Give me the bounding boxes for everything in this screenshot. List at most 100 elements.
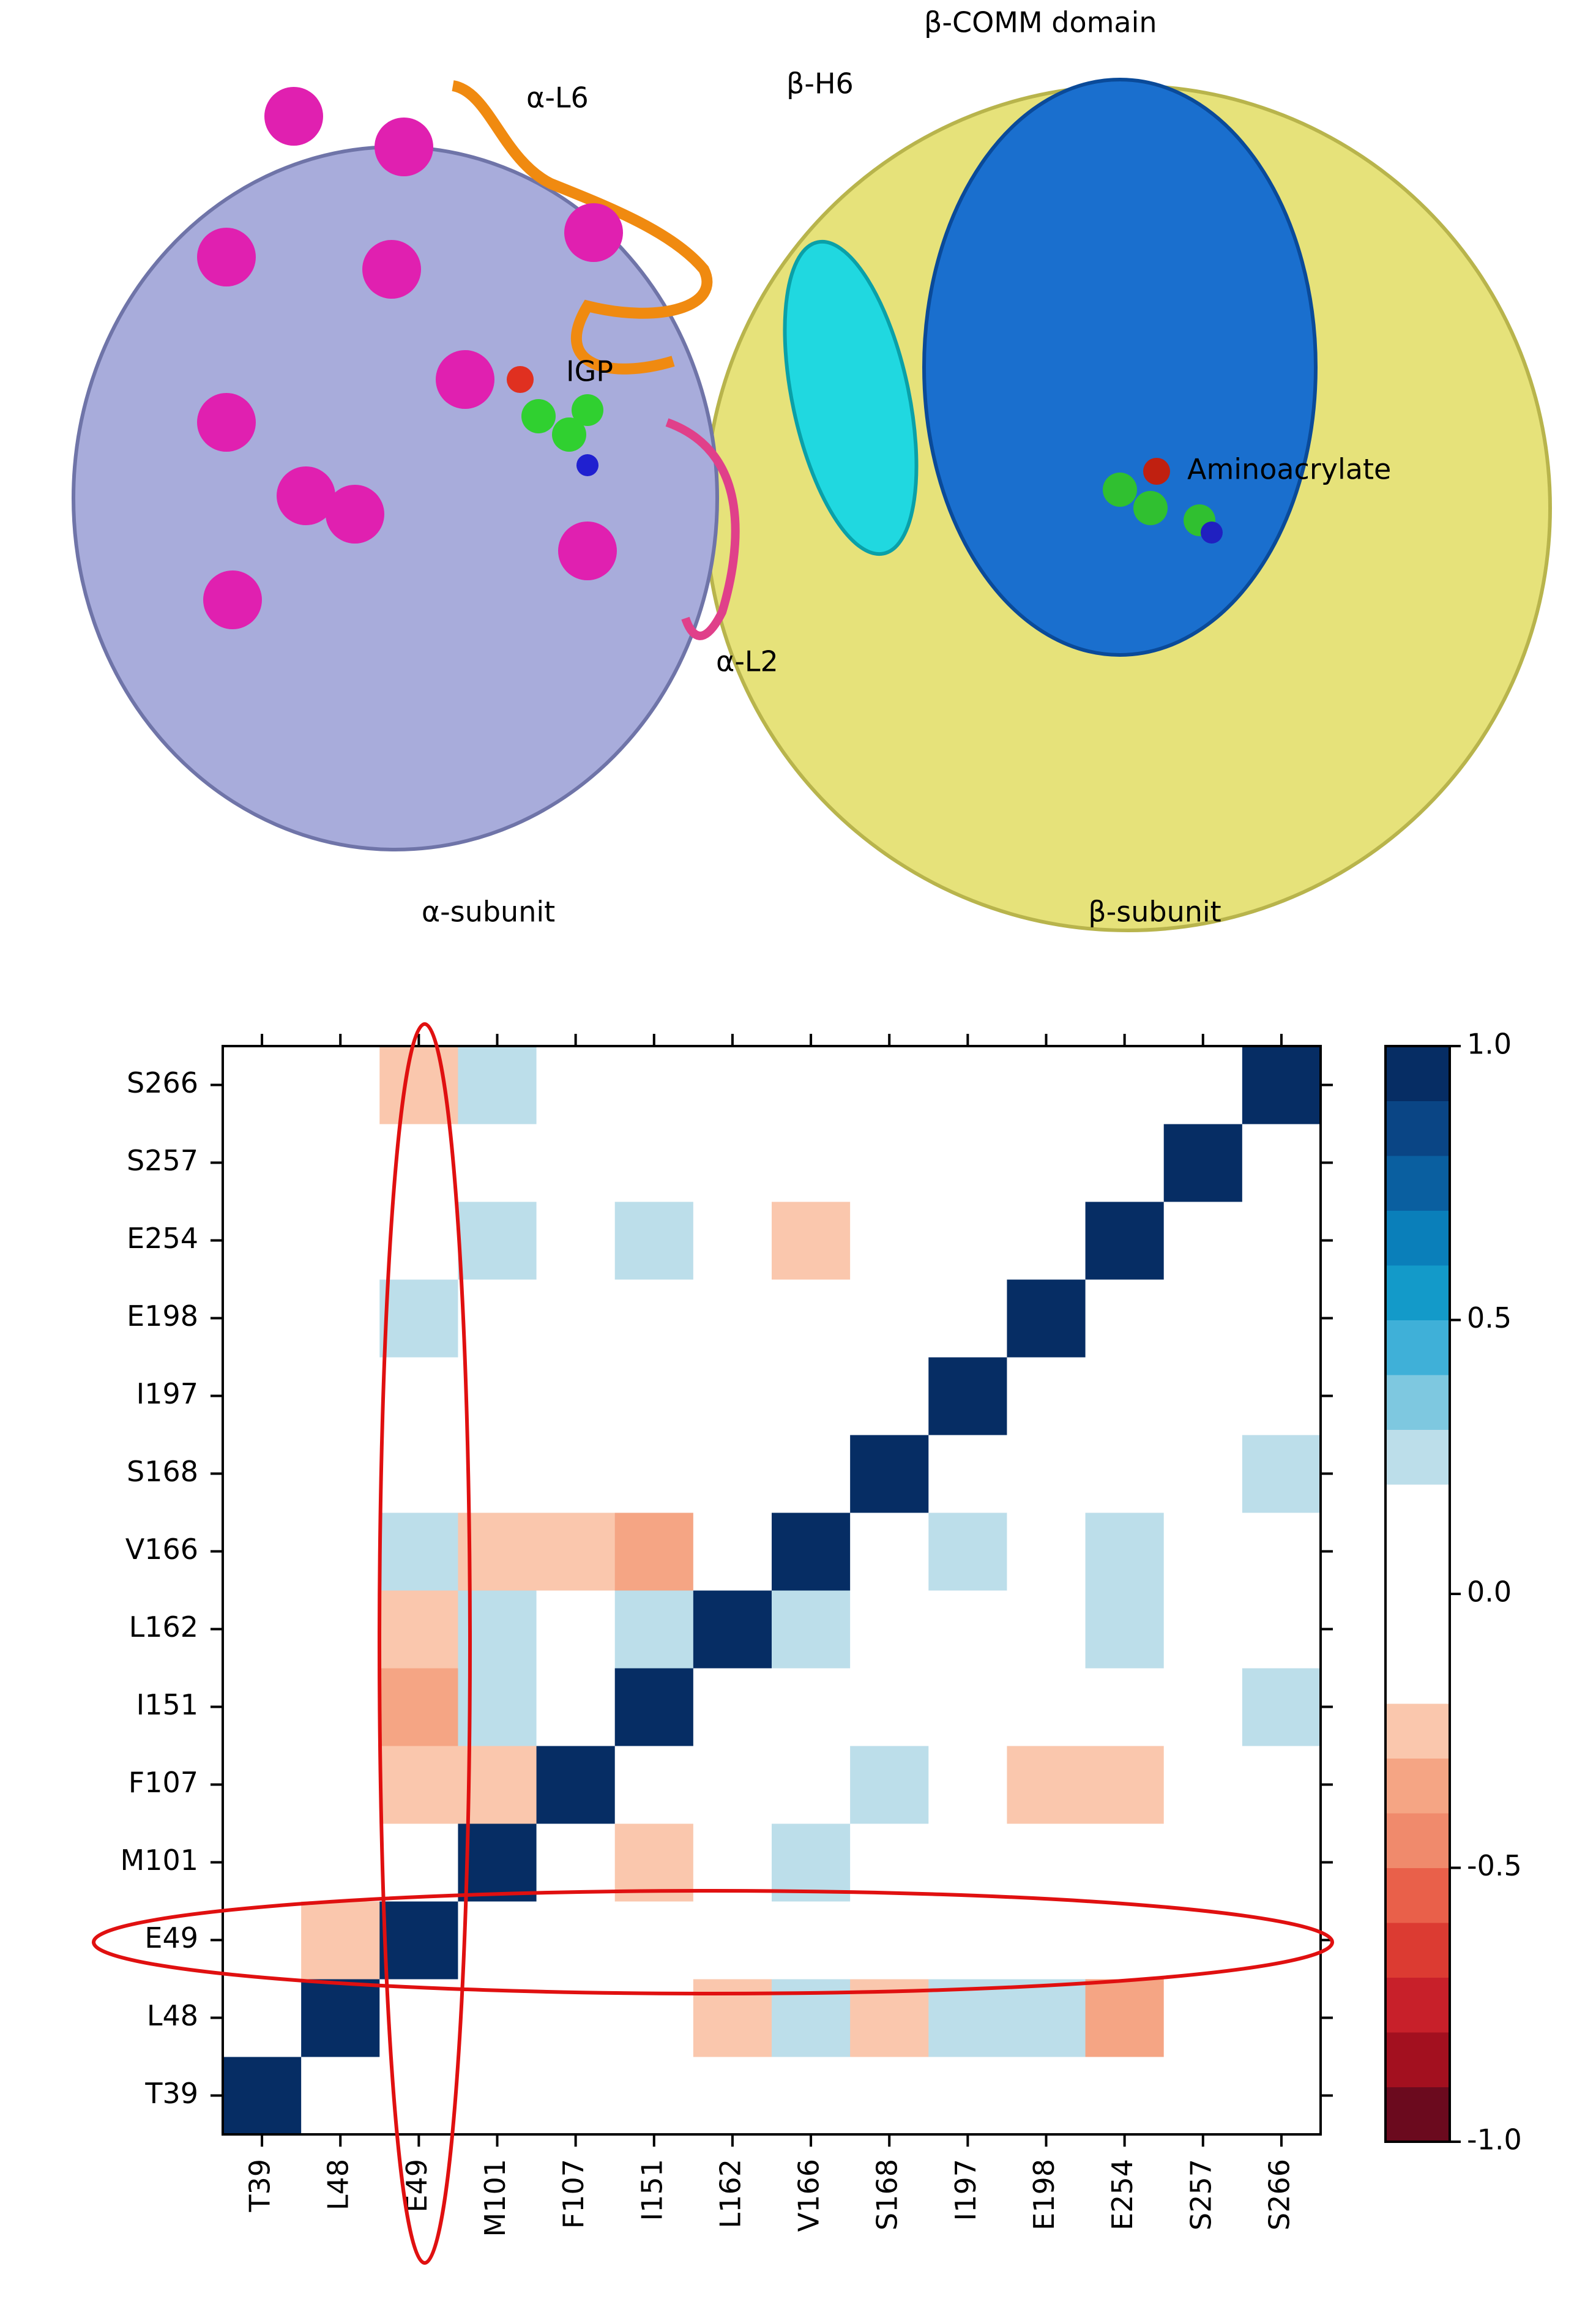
cell <box>1163 1979 1243 2057</box>
cell <box>223 1279 302 1358</box>
cell <box>928 2057 1007 2135</box>
colorbar-tick-label: -0.5 <box>1467 1849 1522 1882</box>
cell <box>223 1435 302 1513</box>
cell <box>614 1046 694 1124</box>
colorbar-swatch <box>1385 1101 1450 1156</box>
colorbar-swatch <box>1385 1868 1450 1923</box>
colorbar-swatch <box>1385 1648 1450 1704</box>
cell <box>850 1668 929 1746</box>
cell <box>614 1512 694 1591</box>
cell <box>1163 2057 1243 2135</box>
cell <box>536 1124 616 1202</box>
cell <box>1163 1668 1243 1746</box>
cell <box>458 1046 537 1124</box>
x-tick-label: T39 <box>244 2159 277 2213</box>
cell <box>772 1435 851 1513</box>
cell <box>223 2057 302 2135</box>
cell <box>1085 1512 1165 1591</box>
atom <box>521 399 556 433</box>
igp-ligand <box>507 366 603 476</box>
atom <box>1143 458 1170 485</box>
cell <box>772 1512 851 1591</box>
loop-l2 <box>665 418 740 640</box>
x-tick-label: S168 <box>871 2159 904 2230</box>
cell <box>772 1590 851 1669</box>
cell <box>1007 1435 1086 1513</box>
cell <box>458 1746 537 1824</box>
cell <box>1085 2057 1165 2135</box>
highlight-ellipse <box>92 1889 1334 1995</box>
x-tick-label: F107 <box>557 2159 590 2229</box>
cell <box>1007 1901 1086 1980</box>
cell <box>850 1590 929 1669</box>
structure-label: IGP <box>566 355 613 388</box>
cell <box>379 1590 458 1669</box>
cell <box>928 1202 1007 1280</box>
cell <box>1163 1357 1243 1435</box>
cell <box>458 1124 537 1202</box>
cell <box>1085 1202 1165 1280</box>
cell <box>379 1279 458 1358</box>
cell <box>693 1357 772 1435</box>
cell <box>1163 1279 1243 1358</box>
cell <box>1242 1202 1321 1280</box>
cell <box>693 1979 772 2057</box>
cell <box>458 1435 537 1513</box>
sphere <box>326 485 384 544</box>
cell <box>301 1901 380 1980</box>
cell <box>536 1823 616 1902</box>
cell <box>928 1357 1007 1435</box>
atom <box>1103 473 1137 507</box>
cell <box>693 1124 772 1202</box>
sphere <box>558 522 617 580</box>
cell <box>693 1590 772 1669</box>
cell <box>928 1668 1007 1746</box>
cell <box>458 1279 537 1358</box>
cell <box>1007 1590 1086 1669</box>
heatmap: T39 L48 E49 M101 F107 I151 L162 V166 S168 I197 E19… <box>92 1022 1522 2265</box>
cell <box>614 1357 694 1435</box>
cell <box>614 2057 694 2135</box>
cell <box>1085 1279 1165 1358</box>
cell <box>458 1901 537 1980</box>
cell <box>223 1590 302 1669</box>
cell <box>614 1435 694 1513</box>
colorbar-swatch <box>1385 1539 1450 1595</box>
cell <box>693 1823 772 1902</box>
cell <box>301 1124 380 1202</box>
colorbar-swatch <box>1385 1758 1450 1814</box>
x-tick-label: S266 <box>1262 2159 1296 2230</box>
cell <box>536 1590 616 1669</box>
cell <box>223 1512 302 1591</box>
sphere <box>436 350 494 409</box>
cell <box>536 1512 616 1591</box>
cell <box>614 1590 694 1669</box>
cell <box>301 1823 380 1902</box>
cell <box>1007 1668 1086 1746</box>
cell <box>614 1124 694 1202</box>
atom <box>507 366 534 393</box>
cell <box>1007 1202 1086 1280</box>
cell <box>772 1823 851 1902</box>
cell <box>1085 1046 1165 1124</box>
cell <box>223 1046 302 1124</box>
cell <box>223 1823 302 1902</box>
cell <box>379 1746 458 1824</box>
cell <box>458 2057 537 2135</box>
colorbar-swatch <box>1385 1210 1450 1266</box>
cell <box>1007 1357 1086 1435</box>
cell <box>536 1901 616 1980</box>
cell <box>850 1279 929 1358</box>
cell <box>536 1046 616 1124</box>
cell <box>1163 1823 1243 1902</box>
cell <box>772 1746 851 1824</box>
cell <box>301 1746 380 1824</box>
cell <box>928 1046 1007 1124</box>
colorbar-swatch <box>1385 2087 1450 2142</box>
cell <box>693 1746 772 1824</box>
comm-domain-shape <box>922 78 1318 657</box>
cell <box>379 1124 458 1202</box>
cell <box>1163 1746 1243 1824</box>
y-tick-label: I151 <box>136 1688 198 1721</box>
